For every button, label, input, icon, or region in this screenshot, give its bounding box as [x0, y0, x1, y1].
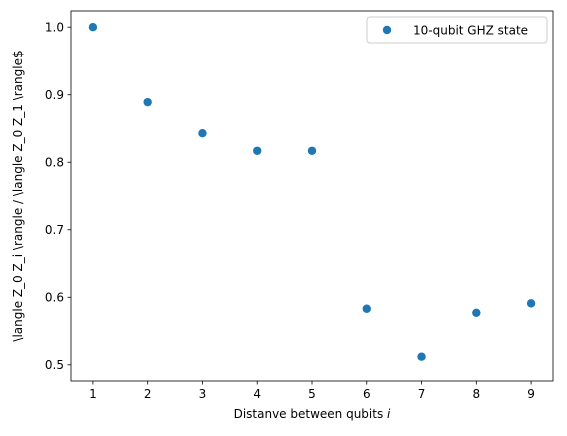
data-point: [253, 147, 261, 155]
data-point: [472, 309, 480, 317]
x-tick-label: 1: [89, 387, 97, 401]
data-point: [198, 129, 206, 137]
x-tick-label: 4: [253, 387, 261, 401]
y-tick-label: 0.5: [45, 358, 64, 372]
x-axis-label-text: Distanve between qubits: [234, 407, 387, 421]
legend-label: 10-qubit GHZ state: [413, 24, 528, 38]
x-tick-label: 3: [199, 387, 207, 401]
y-tick-label: 0.8: [45, 155, 64, 169]
x-tick-label: 8: [472, 387, 480, 401]
legend: 10-qubit GHZ state: [367, 17, 547, 43]
data-point: [89, 23, 97, 31]
y-tick-label: 0.6: [45, 290, 64, 304]
y-tick-label: 1.0: [45, 20, 64, 34]
x-tick-label: 6: [363, 387, 371, 401]
x-axis-label: Distanve between qubits i: [234, 407, 391, 421]
y-tick-label: 0.7: [45, 223, 64, 237]
x-tick-label: 7: [418, 387, 426, 401]
x-tick-label: 9: [527, 387, 535, 401]
x-tick-label: 2: [144, 387, 152, 401]
y-axis-label: \langle Z_0 Z_i \rangle / \langle Z_0 Z_…: [11, 50, 25, 341]
legend-marker: [383, 26, 391, 34]
data-point: [527, 299, 535, 307]
data-point: [143, 98, 151, 106]
y-tick-label: 0.9: [45, 88, 64, 102]
data-point: [308, 147, 316, 155]
x-tick-label: 5: [308, 387, 316, 401]
data-point: [417, 352, 425, 360]
data-point: [363, 305, 371, 313]
